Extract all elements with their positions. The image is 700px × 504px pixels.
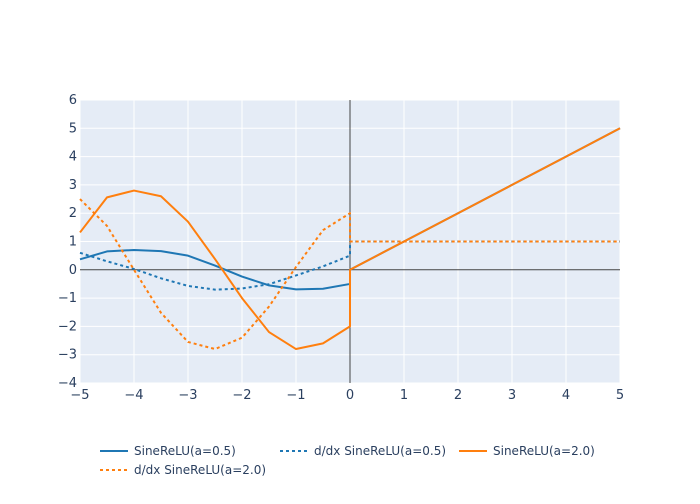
- x-tick-label: 4: [562, 388, 570, 403]
- legend-label: d/dx SineReLU(a=2.0): [134, 463, 266, 477]
- x-tick-label: −1: [286, 388, 305, 403]
- series-line-1: [79, 240, 620, 291]
- y-tick-label: −2: [58, 319, 77, 334]
- x-tick-label: 1: [400, 388, 408, 403]
- legend-label: d/dx SineReLU(a=0.5): [314, 444, 446, 458]
- x-tick-label: 3: [508, 388, 516, 403]
- legend-item-3[interactable]: d/dx SineReLU(a=2.0): [100, 463, 266, 477]
- y-tick-label: 2: [69, 206, 77, 221]
- legend-item-2[interactable]: SineReLU(a=2.0): [459, 444, 595, 458]
- legend[interactable]: SineReLU(a=0.5) d/dx SineReLU(a=0.5) SineR…: [100, 444, 595, 477]
- y-tick-label: 0: [69, 263, 77, 278]
- x-tick-label: 5: [616, 388, 624, 403]
- legend-label: SineReLU(a=0.5): [134, 444, 236, 458]
- x-tick-label: −4: [124, 388, 143, 403]
- y-tick-label: 1: [69, 235, 77, 250]
- legend-label: SineReLU(a=2.0): [493, 444, 595, 458]
- legend-item-0[interactable]: SineReLU(a=0.5): [100, 444, 236, 458]
- y-tick-label: 6: [69, 93, 77, 108]
- series-line-2: [79, 127, 621, 351]
- legend-item-1[interactable]: d/dx SineReLU(a=0.5): [280, 444, 446, 458]
- series-line-3: [79, 198, 620, 351]
- y-tick-label: −4: [58, 376, 77, 391]
- series-layer: [79, 127, 621, 351]
- x-tick-label: −5: [70, 388, 89, 403]
- x-tick-label: −2: [232, 388, 251, 403]
- y-tick-label: 4: [69, 150, 77, 165]
- x-tick-label: 0: [346, 388, 354, 403]
- y-tick-label: 5: [69, 121, 77, 136]
- x-tick-label: −3: [178, 388, 197, 403]
- y-tick-label: −3: [58, 348, 77, 363]
- y-tick-label: −1: [58, 291, 77, 306]
- x-tick-label: 2: [454, 388, 462, 403]
- y-tick-label: 3: [69, 178, 77, 193]
